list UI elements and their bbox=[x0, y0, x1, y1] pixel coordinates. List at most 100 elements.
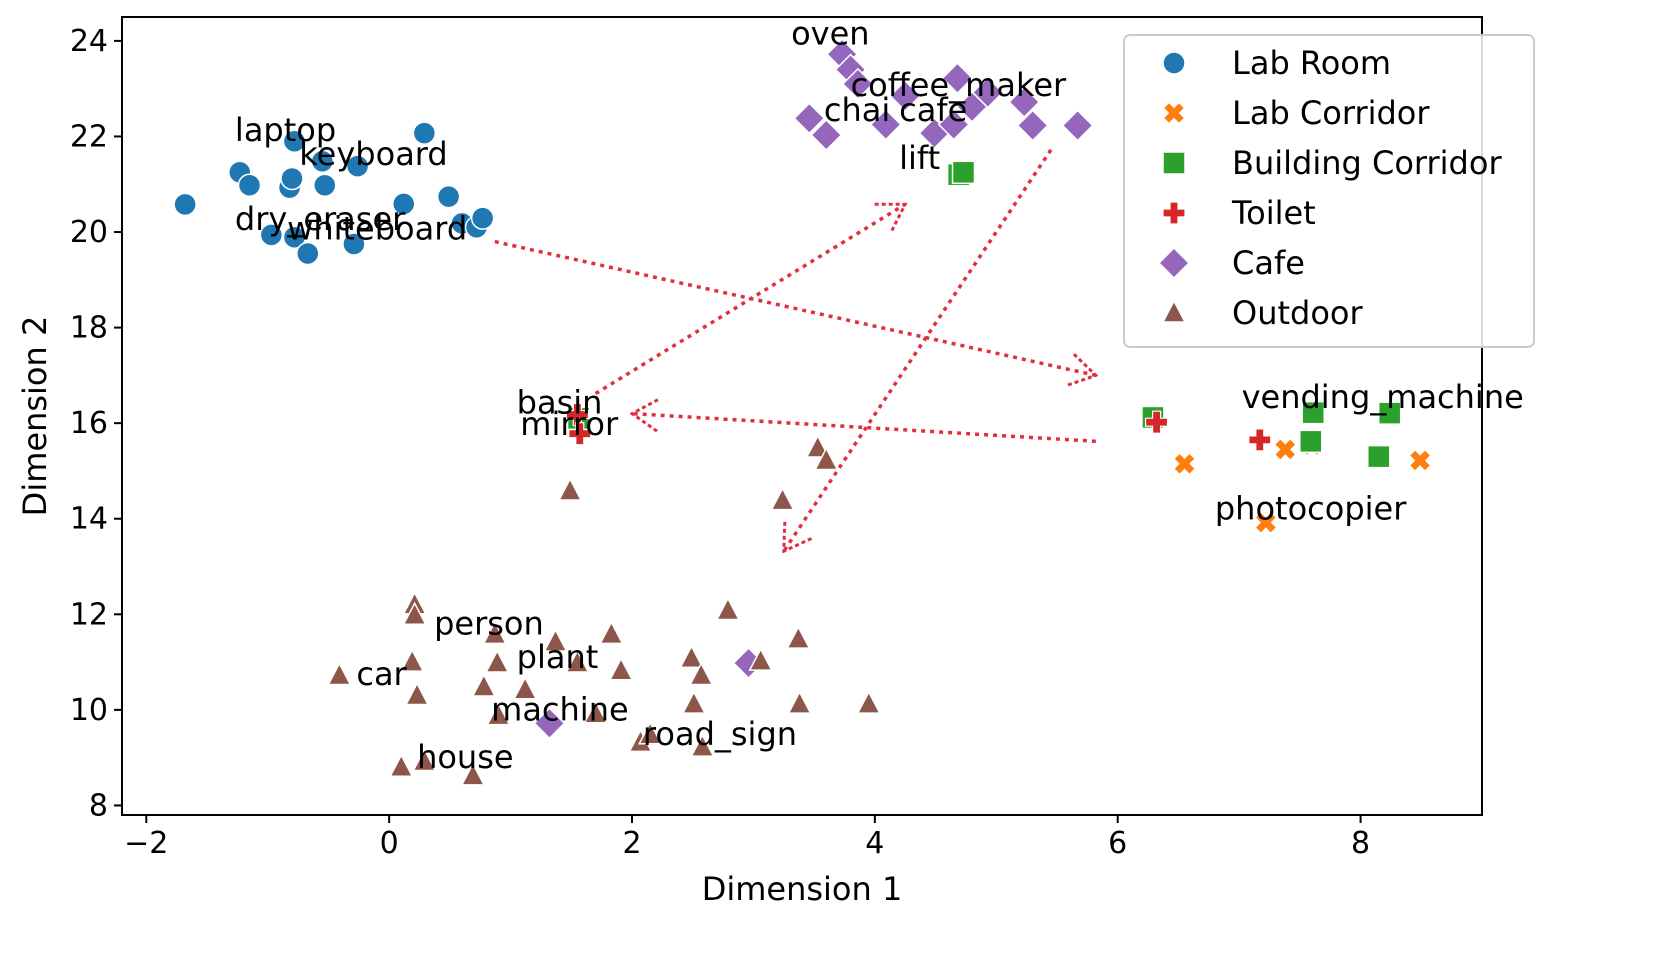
data-point bbox=[460, 762, 486, 786]
data-point bbox=[512, 676, 538, 700]
y-tick-label: 10 bbox=[70, 693, 108, 728]
x-tick-label: 4 bbox=[865, 826, 884, 861]
data-point bbox=[436, 184, 461, 209]
annotation-label: lift bbox=[899, 139, 940, 177]
plot-area-frame bbox=[121, 16, 1483, 816]
data-point bbox=[715, 596, 741, 621]
legend-label: Lab Room bbox=[1232, 44, 1391, 82]
annotation-label: machine bbox=[491, 690, 629, 728]
annotation-label: coffee_maker bbox=[851, 66, 1067, 104]
x-axis-title: Dimension 1 bbox=[702, 870, 903, 908]
data-point bbox=[296, 241, 320, 266]
annotation-label: chai bbox=[824, 91, 890, 129]
data-point bbox=[951, 160, 976, 185]
data-point bbox=[484, 649, 510, 673]
data-point bbox=[568, 422, 592, 446]
legend-marker bbox=[1162, 51, 1186, 75]
data-point bbox=[402, 601, 427, 626]
data-point bbox=[971, 76, 1004, 109]
data-point bbox=[389, 753, 414, 777]
annotation-label: basin bbox=[517, 384, 603, 422]
y-tick-label: 14 bbox=[70, 502, 108, 537]
data-point bbox=[342, 232, 366, 256]
data-point bbox=[412, 121, 437, 145]
series-lab-corridor bbox=[1173, 433, 1432, 535]
legend-marker bbox=[1162, 151, 1186, 175]
legend-label: Outdoor bbox=[1232, 294, 1363, 332]
legend-label: Building Corridor bbox=[1232, 144, 1502, 182]
legend-marker bbox=[1162, 201, 1186, 225]
annotation-label: road_sign bbox=[643, 715, 797, 753]
annotation-label: oven bbox=[791, 15, 869, 53]
y-tick-label: 24 bbox=[70, 24, 108, 59]
annotation-label: photocopier bbox=[1215, 490, 1407, 528]
data-point bbox=[1254, 511, 1278, 535]
data-point bbox=[310, 149, 335, 174]
data-point bbox=[637, 721, 663, 745]
annotation-label: vending_machine bbox=[1242, 378, 1524, 416]
data-point bbox=[937, 108, 970, 141]
data-point bbox=[810, 118, 843, 152]
data-point bbox=[599, 620, 624, 645]
x-tick-label: 8 bbox=[1351, 826, 1370, 861]
y-tick-label: 20 bbox=[70, 215, 108, 250]
data-point bbox=[786, 625, 811, 649]
data-point bbox=[1273, 437, 1297, 461]
y-axis-title: Dimension 2 bbox=[16, 316, 54, 517]
data-point bbox=[681, 690, 707, 714]
y-tick-label: 18 bbox=[70, 311, 108, 346]
arrows-layer bbox=[494, 148, 1096, 551]
data-point bbox=[608, 657, 634, 681]
data-point bbox=[1061, 109, 1094, 142]
data-point bbox=[486, 701, 511, 726]
data-point bbox=[688, 661, 714, 686]
annotation-label: whiteboard bbox=[287, 210, 467, 248]
annotation-label: person bbox=[434, 604, 544, 642]
data-point bbox=[941, 62, 974, 95]
data-point bbox=[471, 673, 497, 697]
legend-label: Toilet bbox=[1231, 194, 1316, 232]
data-point bbox=[793, 102, 826, 135]
data-point bbox=[313, 173, 337, 197]
data-point bbox=[565, 649, 590, 673]
data-point bbox=[814, 446, 839, 471]
annotation-label: laptop bbox=[235, 111, 336, 149]
data-point bbox=[470, 206, 495, 230]
data-point bbox=[841, 67, 874, 100]
data-point bbox=[690, 733, 715, 757]
data-point bbox=[237, 173, 262, 197]
legend-box bbox=[1123, 34, 1535, 348]
transition-arrow bbox=[594, 204, 906, 396]
data-point bbox=[1144, 410, 1169, 434]
x-tick-label: 2 bbox=[622, 826, 641, 861]
data-point bbox=[889, 79, 922, 112]
x-tick-label: −2 bbox=[124, 826, 168, 861]
transition-arrow bbox=[632, 414, 1096, 442]
data-point bbox=[1301, 400, 1325, 425]
data-point bbox=[399, 648, 425, 672]
data-point bbox=[856, 690, 882, 714]
annotation-label: keyboard bbox=[299, 135, 447, 173]
data-point bbox=[280, 166, 304, 191]
annotation-label: dry_eraser bbox=[235, 200, 406, 238]
transition-arrow bbox=[784, 148, 1053, 551]
data-point bbox=[533, 707, 566, 740]
data-point bbox=[282, 225, 307, 250]
data-point bbox=[259, 223, 284, 247]
x-tick-label: 0 bbox=[380, 826, 399, 861]
points-layer bbox=[173, 38, 1432, 786]
y-tick-label: 12 bbox=[70, 597, 108, 632]
data-point bbox=[583, 700, 608, 724]
transition-arrow bbox=[494, 239, 1096, 376]
annotation-label: mirror bbox=[520, 405, 619, 443]
data-point bbox=[345, 154, 370, 178]
data-point bbox=[679, 644, 704, 669]
data-point bbox=[173, 192, 197, 217]
annotation-label: house bbox=[417, 738, 513, 776]
legend-marker bbox=[1157, 246, 1191, 280]
data-point bbox=[770, 486, 795, 511]
data-point bbox=[404, 681, 430, 706]
data-point bbox=[1377, 401, 1402, 425]
